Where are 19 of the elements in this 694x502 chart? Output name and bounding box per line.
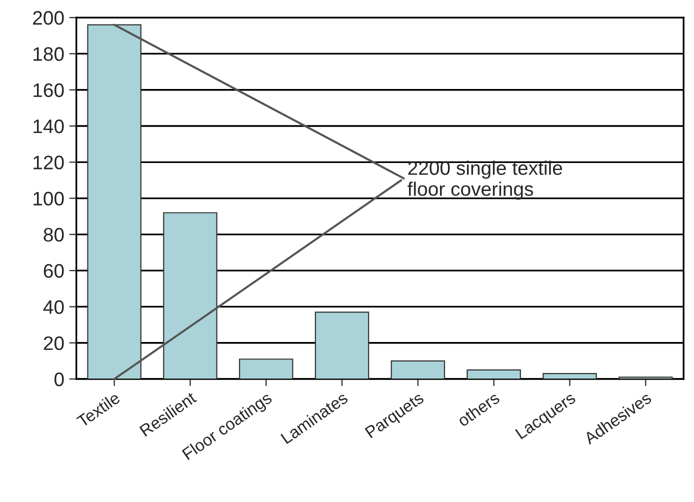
bar (314, 312, 370, 380)
y-tick-label: 0 (54, 372, 64, 386)
y-tick-label: 60 (44, 264, 64, 278)
y-tick-label: 80 (44, 228, 64, 242)
y-tick-label: 120 (34, 156, 64, 170)
y-tick-label: 20 (44, 336, 64, 350)
y-tick-label: 200 (33, 11, 64, 25)
y-tick-label: 140 (34, 119, 64, 134)
bar (466, 369, 521, 380)
y-tick-label: 160 (34, 83, 64, 98)
bar (542, 373, 597, 380)
bar (87, 24, 142, 380)
annotation: 2200 single textile floor coverings (408, 160, 562, 200)
bar (238, 358, 294, 380)
y-tick-label: 180 (34, 47, 64, 61)
bar (163, 212, 218, 380)
y-tick-label: 40 (43, 300, 64, 314)
y-tick-label: 100 (34, 192, 64, 206)
bar (390, 360, 446, 380)
